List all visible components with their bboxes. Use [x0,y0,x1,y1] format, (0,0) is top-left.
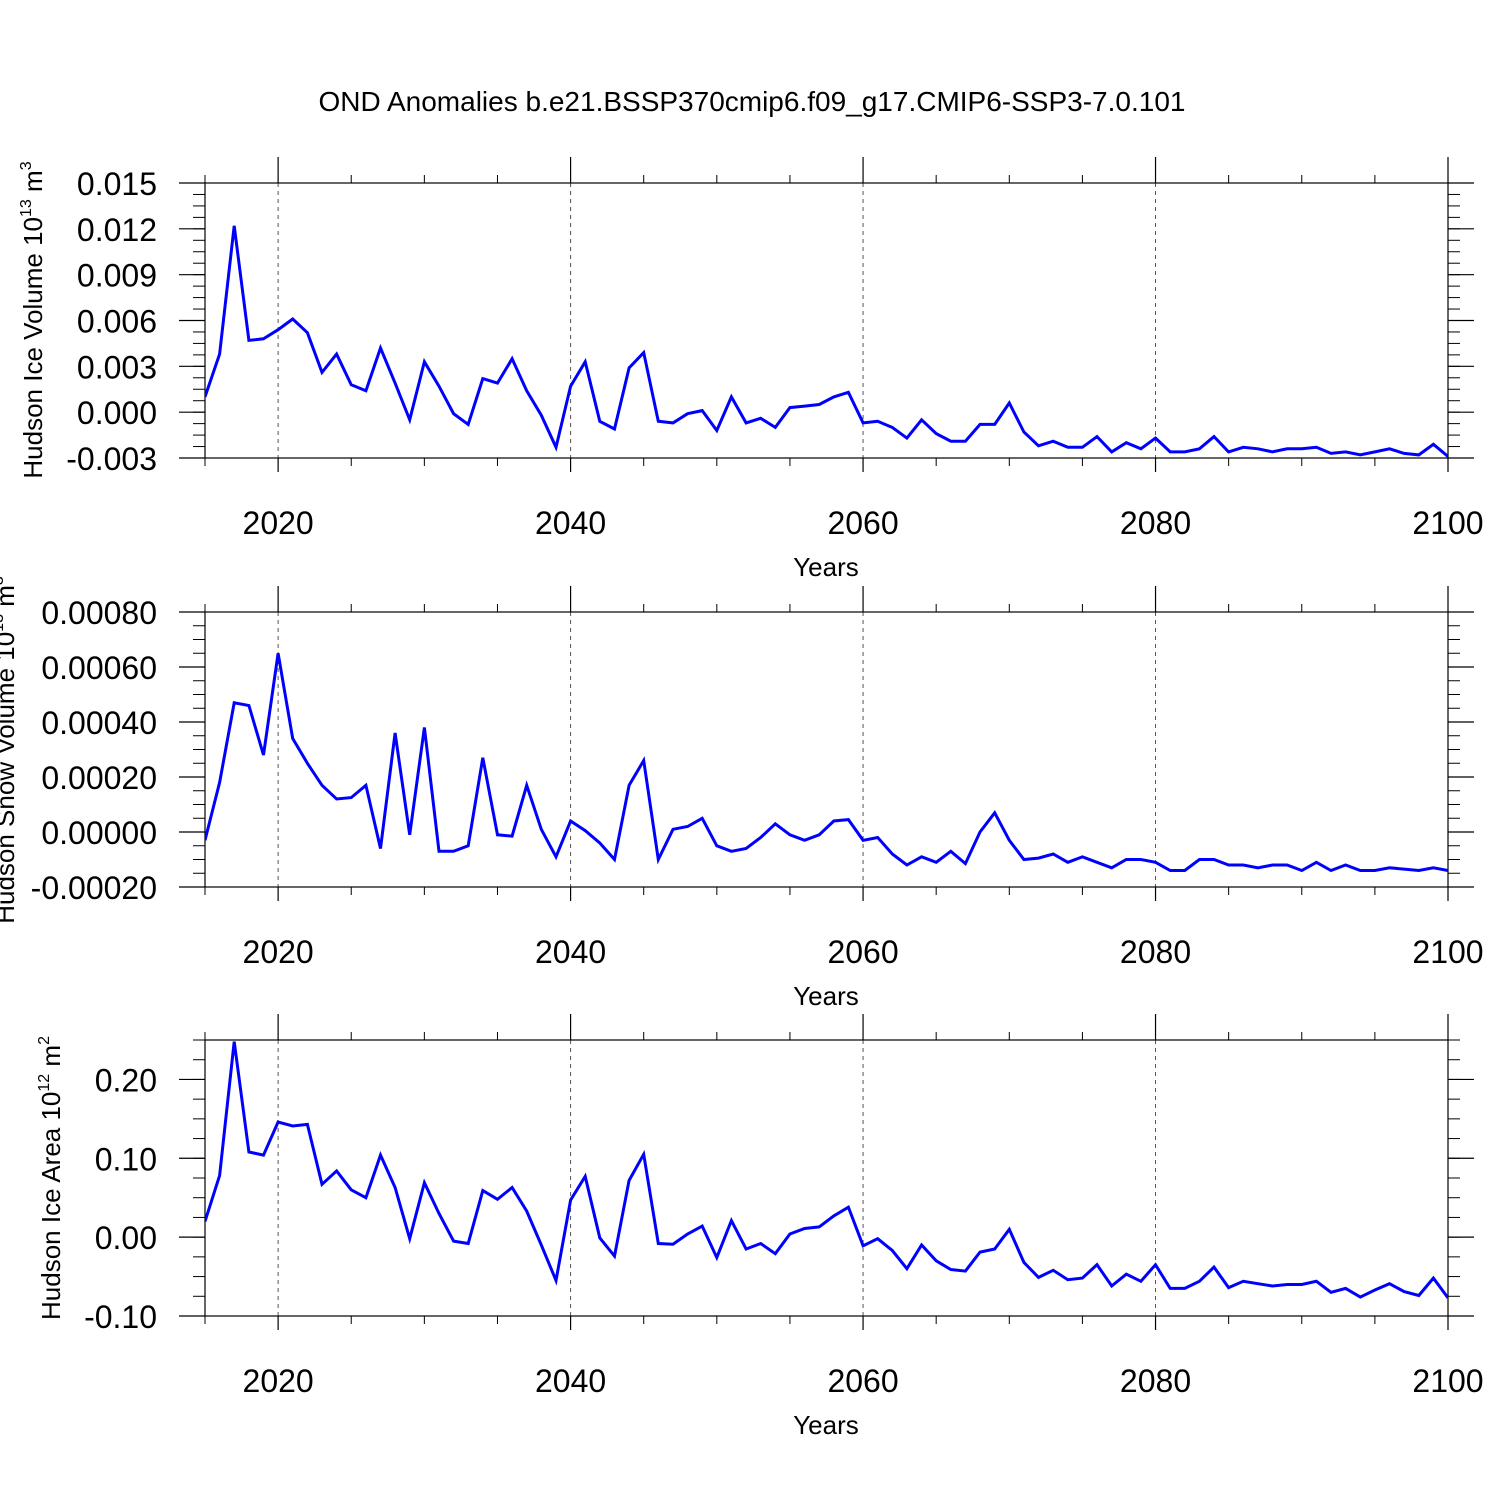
panels: 2020 2040 2060 2080 2100 -0.003 0.000 0.003 0.00… [0,157,1484,1440]
x-axis-label: Years [793,552,859,582]
y-tick-label: 0.00080 [41,595,157,631]
y-axis-label: Hudson Ice Area 1012 m2 [36,1036,66,1320]
y-tick-label: 0.003 [77,349,157,385]
x-axis-label: Years [793,1410,859,1440]
x-tick-label: 2040 [535,1363,606,1399]
y-tick-label: 0.00020 [41,760,157,796]
plot-frame [204,611,1449,888]
series-line [205,1041,1448,1299]
chart-panel-ice-area: 2020 2040 2060 2080 2100 -0.10 0.00 0.10 0.20 Yea… [36,1014,1484,1440]
x-tick-label: 2100 [1412,505,1483,541]
y-tick-label: -0.003 [66,441,157,477]
x-tick-label: 2040 [535,934,606,970]
x-tick-label: 2080 [1120,1363,1191,1399]
y-tick-label: 0.00040 [41,705,157,741]
x-tick-label: 2080 [1120,934,1191,970]
x-tick-label: 2080 [1120,505,1191,541]
y-tick-label: -0.00020 [31,870,157,906]
series-line [205,225,1448,458]
y-axis-label: Hudson Ice Volume 1013 m3 [18,161,48,478]
y-tick-label: 0.00 [95,1220,157,1256]
x-tick-label: 2040 [535,505,606,541]
x-tick-label: 2060 [827,505,898,541]
y-axis-label: Hudson Snow Volume 1013 m3 [0,576,20,924]
y-tick-label: 0.00060 [41,650,157,686]
y-tick-label: 0.006 [77,304,157,340]
y-tick-label: 0.012 [77,212,157,248]
y-tick-label: 0.015 [77,166,157,202]
x-tick-label: 2100 [1412,1363,1483,1399]
x-tick-label: 2060 [827,1363,898,1399]
y-tick-label: 0.20 [95,1062,157,1098]
y-tick-label: 0.10 [95,1141,157,1177]
x-tick-label: 2020 [243,1363,314,1399]
y-tick-label: 0.009 [77,258,157,294]
plot-frame [204,182,1449,459]
figure-title: OND Anomalies b.e21.BSSP370cmip6.f09_g17… [319,86,1186,117]
x-axis-label: Years [793,981,859,1011]
series-line [205,653,1448,873]
x-tick-label: 2020 [243,505,314,541]
x-tick-label: 2020 [243,934,314,970]
y-tick-label: -0.10 [84,1299,157,1335]
y-tick-label: 0.00000 [41,815,157,851]
x-tick-label: 2100 [1412,934,1483,970]
chart-panel-ice-volume: 2020 2040 2060 2080 2100 -0.003 0.000 0.003 0.00… [18,157,1484,582]
chart-panel-snow-volume: 2020 2040 2060 2080 2100 -0.00020 0.00000 0.000… [0,576,1484,1011]
y-tick-label: 0.000 [77,395,157,431]
x-tick-label: 2060 [827,934,898,970]
